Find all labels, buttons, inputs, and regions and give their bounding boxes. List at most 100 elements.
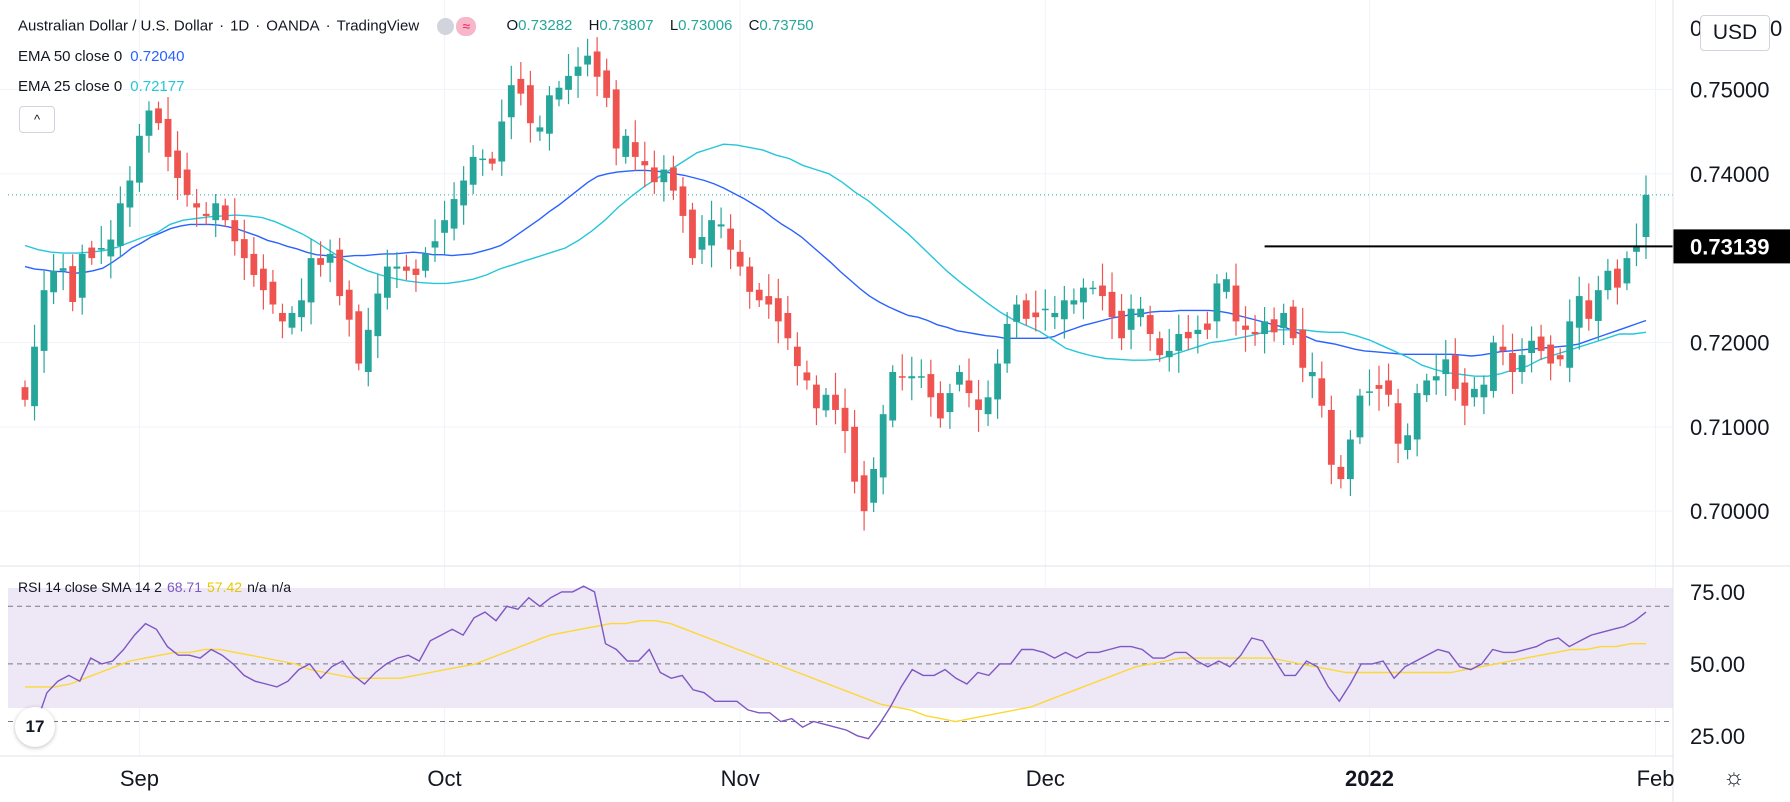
candle-body xyxy=(1413,393,1421,440)
candle-body xyxy=(1556,355,1564,360)
time-axis[interactable]: SepOctNovDec2022FebMar xyxy=(120,766,1790,791)
candle-body xyxy=(1633,245,1640,252)
candle-body xyxy=(240,239,248,259)
candle-body xyxy=(155,108,162,124)
rsi-guides xyxy=(8,605,1673,722)
candle-body xyxy=(536,127,544,132)
chevron-up-icon: ^ xyxy=(33,112,41,127)
candle-body xyxy=(374,293,382,337)
candle-body xyxy=(1022,300,1030,319)
symbol-legend: Australian Dollar / U.S. Dollar · 1D · OANDA… xyxy=(18,17,814,36)
price-tick-label: 0.72000 xyxy=(1690,330,1770,355)
candle-body xyxy=(832,394,839,410)
candle-body xyxy=(202,213,210,216)
ema50-legend[interactable]: EMA 50 close 0 0.72040 xyxy=(18,48,184,65)
interval[interactable]: 1D xyxy=(230,17,250,35)
candle-body xyxy=(412,268,420,275)
candle-body xyxy=(1080,287,1087,303)
candle-body xyxy=(526,85,534,124)
candle-body xyxy=(584,55,591,65)
rsi-legend[interactable]: RSI 14 close SMA 14 2 68.71 57.42 n/a n/a xyxy=(18,579,296,595)
candle-body xyxy=(784,312,792,339)
candle-body xyxy=(488,158,496,164)
currency-label: USD xyxy=(1712,21,1758,44)
candle-body xyxy=(50,270,58,293)
price-axis[interactable]: 0.75000 0.74000 0.72000 0.71000 0.70000 0 0 xyxy=(1690,16,1782,524)
candle-body xyxy=(355,311,363,364)
candle-body xyxy=(593,51,601,77)
wave-icon[interactable]: ≈ xyxy=(456,17,477,36)
candle-body xyxy=(1623,258,1631,284)
candle-body xyxy=(879,414,887,478)
candle-body xyxy=(136,135,143,183)
candle-body xyxy=(1003,323,1011,364)
candle-body xyxy=(507,85,515,118)
settings-gear-icon[interactable]: ☼ xyxy=(1723,764,1745,791)
candle-body xyxy=(1137,308,1145,318)
candle-body xyxy=(631,142,639,157)
market-status-icon[interactable] xyxy=(437,18,455,35)
candle-body xyxy=(555,87,563,100)
rsi-line xyxy=(24,585,1647,740)
candle-body xyxy=(698,237,706,250)
candle-body xyxy=(898,376,906,378)
candle-body xyxy=(1337,466,1345,480)
level-price-label: 0.73139 xyxy=(1690,234,1770,259)
rsi-axis[interactable]: 75.00 50.00 25.00 xyxy=(1690,580,1745,749)
candle-body xyxy=(860,475,868,512)
candle-body xyxy=(708,220,715,246)
rsi-na-2: n/a xyxy=(271,579,291,595)
candle-body xyxy=(145,110,153,136)
candle-body xyxy=(1032,312,1040,318)
collapse-legend-button[interactable]: ^ xyxy=(19,106,55,133)
time-label: 2022 xyxy=(1345,766,1394,791)
candle-body xyxy=(1242,325,1249,330)
candle-body xyxy=(813,384,820,409)
candle-body xyxy=(1232,285,1240,322)
candle-body xyxy=(1518,355,1526,372)
rsi-sma-line xyxy=(25,620,1646,723)
logo-text: 17 xyxy=(25,717,45,736)
price-tick-label: 0.74000 xyxy=(1690,162,1770,187)
candle-body xyxy=(1223,279,1230,292)
candle-body xyxy=(1642,194,1650,238)
candle-body xyxy=(1356,395,1364,438)
rsi-na-1: n/a xyxy=(247,579,267,595)
candle-body xyxy=(1089,287,1097,290)
candle-body xyxy=(1499,346,1507,351)
open-label: O xyxy=(506,17,519,35)
candle-body xyxy=(755,289,763,301)
candle-body xyxy=(851,426,858,482)
candle-body xyxy=(345,289,353,320)
candle-body xyxy=(1289,306,1297,339)
candle-body xyxy=(650,167,658,183)
candle-body xyxy=(1347,439,1354,480)
candle-body xyxy=(1175,334,1183,351)
candle-body xyxy=(517,78,525,94)
time-label: Dec xyxy=(1026,766,1065,791)
close-value: 0.73750 xyxy=(759,17,814,35)
candle-body xyxy=(183,169,191,195)
candle-body xyxy=(298,300,305,318)
time-label: Nov xyxy=(721,766,760,791)
candle-body xyxy=(1509,353,1516,372)
rsi-tick-label: 25.00 xyxy=(1690,724,1745,749)
ohlc-values: O0.73282 H0.73807 L0.73006 C0.73750 xyxy=(495,17,814,34)
candle-body xyxy=(841,407,849,432)
candle-body xyxy=(1423,380,1431,396)
candle-body xyxy=(1594,290,1602,321)
rsi-sma-value: 57.42 xyxy=(207,579,243,595)
candle-body xyxy=(326,253,334,263)
candle-body xyxy=(1299,329,1307,368)
symbol-title[interactable]: Australian Dollar / U.S. Dollar xyxy=(18,17,214,35)
currency-selector[interactable]: USD xyxy=(1700,15,1770,51)
ema50-value: 0.72040 xyxy=(130,48,185,65)
candle-body xyxy=(965,380,973,394)
resistance-level-line[interactable]: 0.73139 xyxy=(1264,229,1790,264)
candle-body xyxy=(574,66,582,76)
candle-body xyxy=(460,180,468,206)
ema25-legend[interactable]: EMA 25 close 0 0.72177 xyxy=(18,78,184,95)
rsi-tick-label: 75.00 xyxy=(1690,580,1745,605)
tradingview-logo[interactable]: 17 xyxy=(15,707,55,747)
